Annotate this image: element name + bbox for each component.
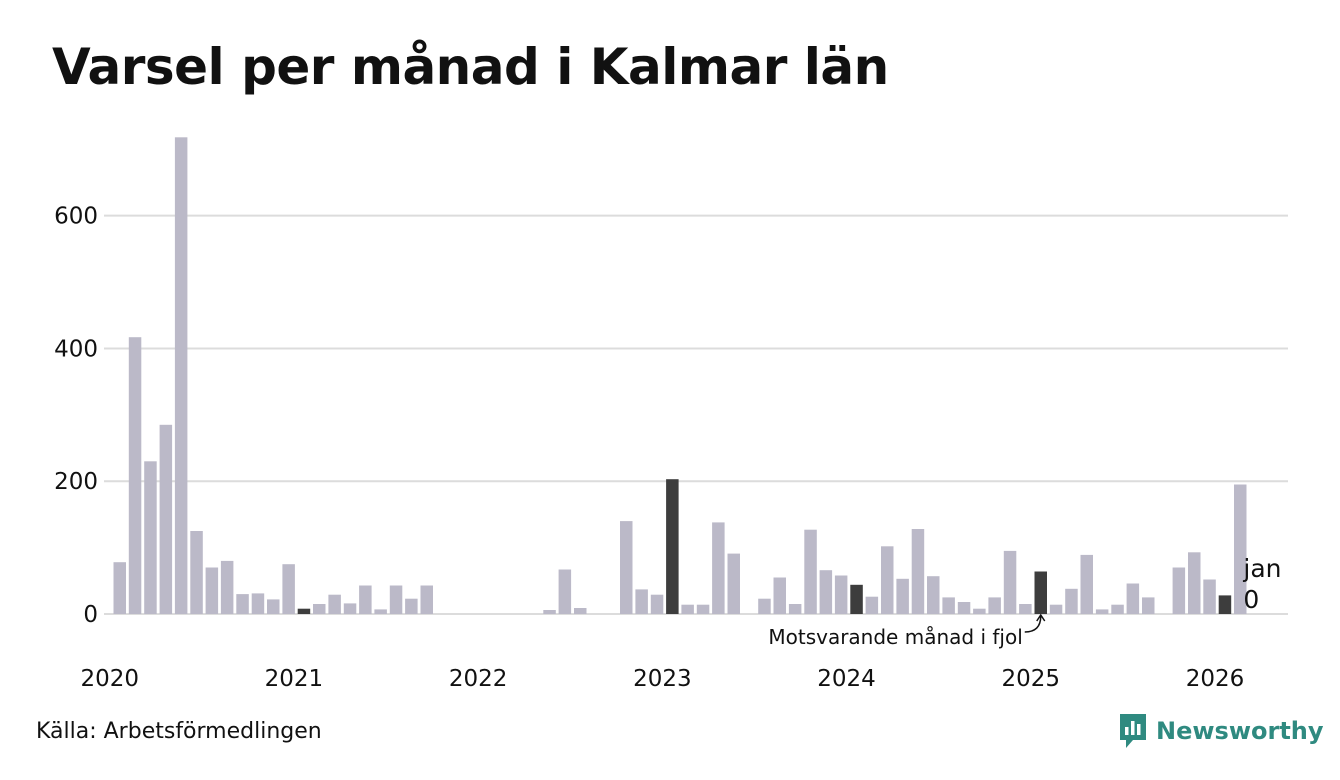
bar [696,604,710,614]
bar [328,594,341,614]
bar [973,608,986,614]
bar-highlight [1218,595,1232,614]
bar [1080,554,1093,614]
bar [282,564,295,614]
bar [681,604,694,614]
bar [236,594,249,614]
y-tick-label: 600 [54,204,98,230]
bar [911,529,925,614]
brand-logo[interactable]: Newsworthy [1118,712,1324,750]
bar [1095,609,1109,614]
bar [220,560,234,614]
brand-name: Newsworthy [1156,717,1324,745]
bar [927,576,940,614]
bar [650,594,664,614]
bar [343,603,357,614]
x-tick-label: 2026 [1186,666,1245,692]
bar [405,598,418,614]
bar [834,575,848,614]
x-tick-label: 2024 [817,666,876,692]
y-tick-label: 400 [54,336,98,362]
bar [896,578,909,614]
bar [543,610,556,614]
bar [819,570,833,614]
bar [359,585,372,614]
bar [420,585,433,614]
bar [804,529,817,614]
bar-highlight [1034,571,1047,614]
bar [1188,552,1201,614]
bar [620,521,633,614]
bar [942,597,955,614]
bar [558,569,572,614]
bar [374,609,387,614]
annotation: Motsvarande månad i fjol [768,613,1046,649]
bar [758,598,771,614]
bar [788,604,802,614]
bar [957,602,971,614]
bar [727,553,740,614]
bar [190,531,203,614]
bar [1049,604,1063,614]
y-axis-labels: 0 200 400 600 [54,204,98,628]
y-tick-label: 200 [54,469,98,495]
newsworthy-logo-icon [1120,714,1146,748]
bar [313,604,326,614]
annotation-text: Motsvarande månad i fjol [768,625,1022,649]
bar [635,589,648,614]
grid-lines [104,214,1288,615]
bar-highlight [297,608,311,614]
bar [1142,597,1155,614]
bar [267,599,280,614]
bar [881,546,894,614]
bar [251,593,265,614]
x-tick-label: 2023 [633,666,692,692]
y-tick-label: 0 [83,602,98,628]
bar-highlight [666,479,679,614]
bar [159,424,173,614]
bar [574,608,587,614]
bar [1065,588,1078,614]
x-tick-label: 2022 [449,666,508,692]
chart-title: Varsel per månad i Kalmar län [52,38,889,96]
bar [128,337,142,614]
bar [988,597,1001,614]
bar [1003,550,1017,614]
bar [773,577,786,614]
bar [712,522,725,614]
bar [1019,604,1032,614]
bar [174,137,188,615]
bar [1234,484,1247,614]
bar [1126,583,1140,614]
bar [865,596,879,614]
bars [113,137,1247,615]
x-tick-label: 2025 [1002,666,1061,692]
x-axis-labels: 2020 2021 2022 2023 2024 2025 2026 [81,666,1245,692]
bar [1111,604,1124,614]
bar [205,567,219,614]
current-month-label: jan [1242,554,1281,583]
x-tick-label: 2020 [81,666,140,692]
x-tick-label: 2021 [265,666,324,692]
current-value-label: 0 [1243,585,1259,614]
bar-highlight [850,584,863,614]
bar [1172,567,1186,614]
source-note: Källa: Arbetsförmedlingen [36,719,322,744]
bar [1203,579,1216,614]
annotation-arrow [1024,613,1046,633]
bar [389,585,403,614]
bar [144,461,157,614]
bar [113,562,126,614]
